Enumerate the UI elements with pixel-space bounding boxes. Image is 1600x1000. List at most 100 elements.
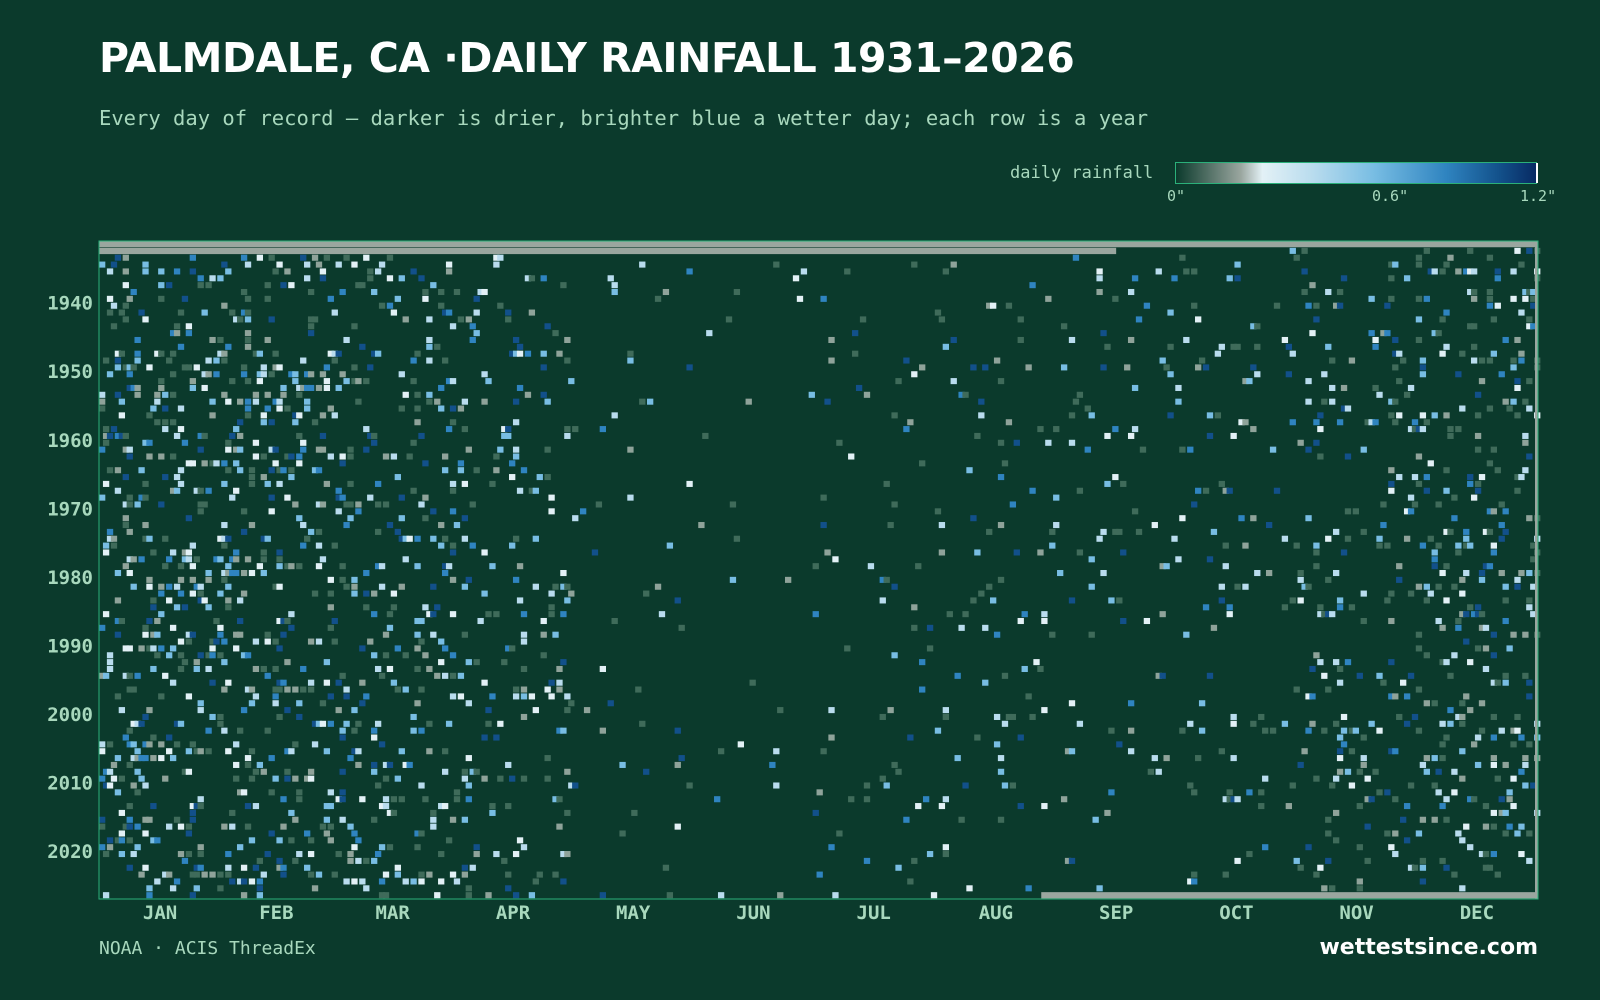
rain-day-cell [441, 309, 449, 316]
rain-day-cell [185, 549, 193, 556]
rain-day-cell [1455, 617, 1462, 625]
rain-day-cell [414, 535, 421, 542]
rain-day-cell [1419, 412, 1427, 419]
rain-day-cell [134, 391, 141, 398]
rain-day-cell [1526, 679, 1533, 686]
rain-day-cell [347, 823, 354, 830]
rain-day-cell [154, 350, 161, 357]
y-tick-label: 1990 [47, 635, 93, 657]
rain-day-cell [520, 631, 528, 638]
rain-day-cell [1057, 570, 1064, 577]
rain-day-cell [1281, 604, 1289, 611]
rain-day-cell [1435, 330, 1442, 337]
rain-day-cell [339, 563, 346, 570]
rain-day-cell [197, 282, 204, 289]
rain-day-cell [1096, 288, 1103, 296]
rain-day-cell [272, 460, 279, 467]
rain-day-cell [162, 426, 169, 433]
rain-day-cell [962, 782, 969, 789]
rain-day-cell [426, 357, 433, 364]
rain-day-cell [359, 679, 366, 686]
rain-day-cell [1482, 665, 1490, 673]
rain-day-cell [1392, 851, 1399, 858]
rain-day-cell [402, 391, 409, 398]
rain-day-cell [1490, 761, 1497, 768]
rain-day-cell [520, 713, 528, 720]
rain-day-cell [142, 624, 149, 631]
rain-day-cell [378, 672, 386, 679]
rain-day-cell [970, 597, 977, 604]
rain-day-cell [457, 460, 465, 467]
rain-day-cell [292, 501, 299, 508]
rain-day-cell [229, 378, 236, 385]
rain-day-cell [1502, 830, 1509, 837]
rain-day-cell [134, 720, 141, 727]
rain-day-cell [926, 645, 934, 652]
rain-day-cell [556, 686, 563, 693]
rain-day-cell [1463, 693, 1470, 700]
rain-day-cell [828, 844, 835, 851]
rain-day-cell [883, 576, 890, 583]
rain-day-cell [485, 720, 492, 727]
rain-day-cell [1198, 357, 1206, 364]
rain-day-cell [319, 700, 327, 707]
brand-logo[interactable]: wettestsince.com [1319, 935, 1538, 960]
rain-day-cell [1313, 652, 1320, 659]
rain-day-cell [1403, 275, 1411, 282]
rain-day-cell [122, 268, 129, 275]
rain-day-cell [1415, 336, 1423, 344]
rain-day-cell [154, 617, 161, 625]
rain-day-cell [1518, 851, 1525, 858]
rain-day-cell [958, 624, 965, 631]
rain-day-cell [169, 885, 177, 892]
rain-day-cell [189, 809, 196, 816]
rain-day-cell [489, 809, 496, 816]
rain-day-cell [465, 796, 472, 803]
rain-day-cell [166, 871, 173, 878]
rain-day-cell [351, 378, 358, 385]
rain-day-cell [205, 727, 212, 734]
rain-day-cell [292, 378, 299, 385]
rain-day-cell [1526, 405, 1533, 412]
rain-day-cell [327, 803, 334, 810]
rain-day-cell [154, 837, 161, 844]
rain-day-cell [150, 734, 157, 741]
rain-day-cell [339, 288, 346, 296]
rain-day-cell [986, 302, 993, 309]
rain-day-cell [260, 549, 267, 556]
rain-day-cell [1360, 617, 1367, 625]
rain-day-cell [110, 302, 118, 309]
rain-day-cell [993, 741, 1001, 748]
rain-day-cell [532, 878, 539, 885]
rain-day-cell [453, 878, 461, 885]
rain-day-cell [158, 282, 165, 289]
rain-day-cell [402, 652, 409, 659]
rain-day-cell [311, 467, 319, 474]
rain-day-cell [1467, 659, 1474, 666]
rain-day-cell [556, 823, 563, 830]
rain-day-cell [185, 768, 193, 775]
rain-day-cell [1490, 823, 1497, 830]
rain-day-cell [1474, 645, 1482, 652]
rain-day-cell [264, 851, 271, 858]
rain-day-cell [327, 350, 334, 357]
rain-day-cell [236, 398, 244, 405]
rain-day-cell [99, 405, 106, 412]
rain-day-cell [248, 775, 256, 782]
rain-day-cell [1037, 665, 1044, 673]
rain-day-cell [331, 412, 338, 419]
rain-day-cell [225, 535, 232, 542]
rain-day-cell [1325, 816, 1332, 823]
rain-day-cell [1459, 775, 1466, 782]
rain-day-cell [418, 878, 425, 885]
rain-day-cell [327, 295, 334, 302]
rain-day-cell [158, 645, 165, 652]
rain-day-cell [1037, 426, 1044, 433]
rain-day-cell [307, 871, 315, 878]
rain-day-cell [1336, 302, 1344, 309]
rain-day-cell [434, 604, 441, 611]
rain-day-cell [1297, 576, 1304, 583]
rain-day-cell [382, 652, 390, 659]
rain-day-cell [236, 844, 244, 851]
rain-day-cell [276, 864, 283, 871]
